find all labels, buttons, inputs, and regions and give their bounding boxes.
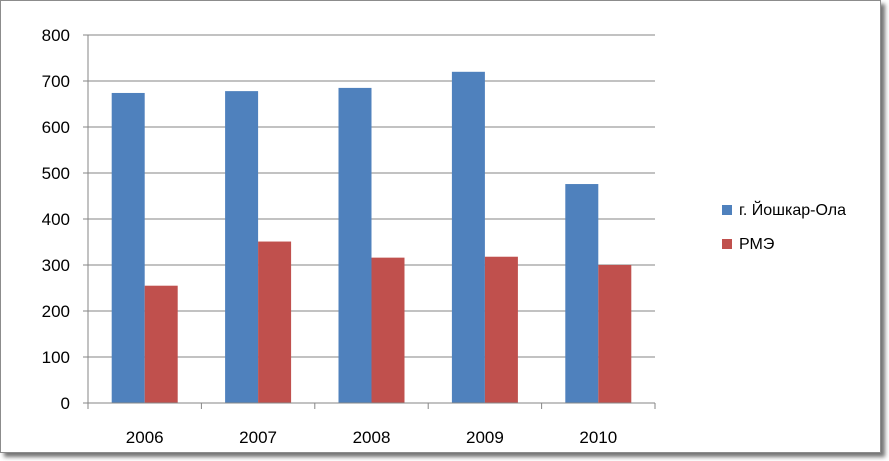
bar-rme-2006 xyxy=(144,285,178,403)
x-tick-label: 2007 xyxy=(239,428,277,447)
x-axis-labels: 2006 2007 2008 2009 2010 xyxy=(126,428,617,447)
y-tick-label: 500 xyxy=(42,164,70,183)
legend-label: РМЭ xyxy=(739,236,774,253)
legend: г. Йошкар-Ола РМЭ xyxy=(722,200,846,253)
bar-rme-2008 xyxy=(371,257,405,403)
bar-yoshkar-ola-2006 xyxy=(111,92,145,404)
y-tick-label: 100 xyxy=(42,348,70,367)
y-tick-label: 600 xyxy=(42,118,70,137)
bars xyxy=(111,71,632,404)
x-tick-label: 2009 xyxy=(466,428,504,447)
y-tick-label: 300 xyxy=(42,256,70,275)
axes xyxy=(83,34,656,409)
bar-rme-2007 xyxy=(258,241,292,403)
x-tick-label: 2010 xyxy=(579,428,617,447)
y-tick-label: 700 xyxy=(42,72,70,91)
legend-swatch xyxy=(722,239,732,249)
x-tick-label: 2008 xyxy=(353,428,391,447)
bar-yoshkar-ola-2008 xyxy=(338,87,372,404)
y-tick-label: 800 xyxy=(42,26,70,45)
legend-swatch xyxy=(722,205,732,215)
x-tick-label: 2006 xyxy=(126,428,164,447)
bar-yoshkar-ola-2009 xyxy=(451,71,485,404)
y-axis-labels: 0 100 200 300 400 500 600 700 800 xyxy=(42,26,70,413)
bar-rme-2010 xyxy=(598,265,632,403)
y-tick-label: 400 xyxy=(42,210,70,229)
y-tick-label: 0 xyxy=(61,394,70,413)
bar-yoshkar-ola-2007 xyxy=(225,91,259,404)
bar-yoshkar-ola-2010 xyxy=(565,184,599,403)
bar-rme-2009 xyxy=(484,256,518,403)
legend-label: г. Йошкар-Ола xyxy=(739,200,846,219)
y-tick-label: 200 xyxy=(42,302,70,321)
